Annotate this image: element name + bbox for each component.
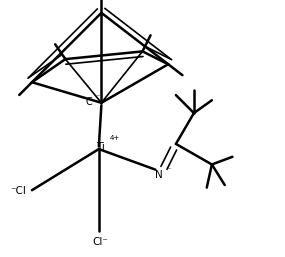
Text: ⁻: ⁻: [95, 92, 100, 101]
Text: Ti: Ti: [96, 142, 105, 152]
Text: ⁻Cl: ⁻Cl: [10, 187, 26, 196]
Text: N: N: [155, 170, 163, 180]
Text: Cl⁻: Cl⁻: [92, 237, 108, 247]
Text: ⁻: ⁻: [166, 165, 171, 174]
Text: 4+: 4+: [110, 135, 120, 141]
Text: C: C: [86, 97, 92, 106]
